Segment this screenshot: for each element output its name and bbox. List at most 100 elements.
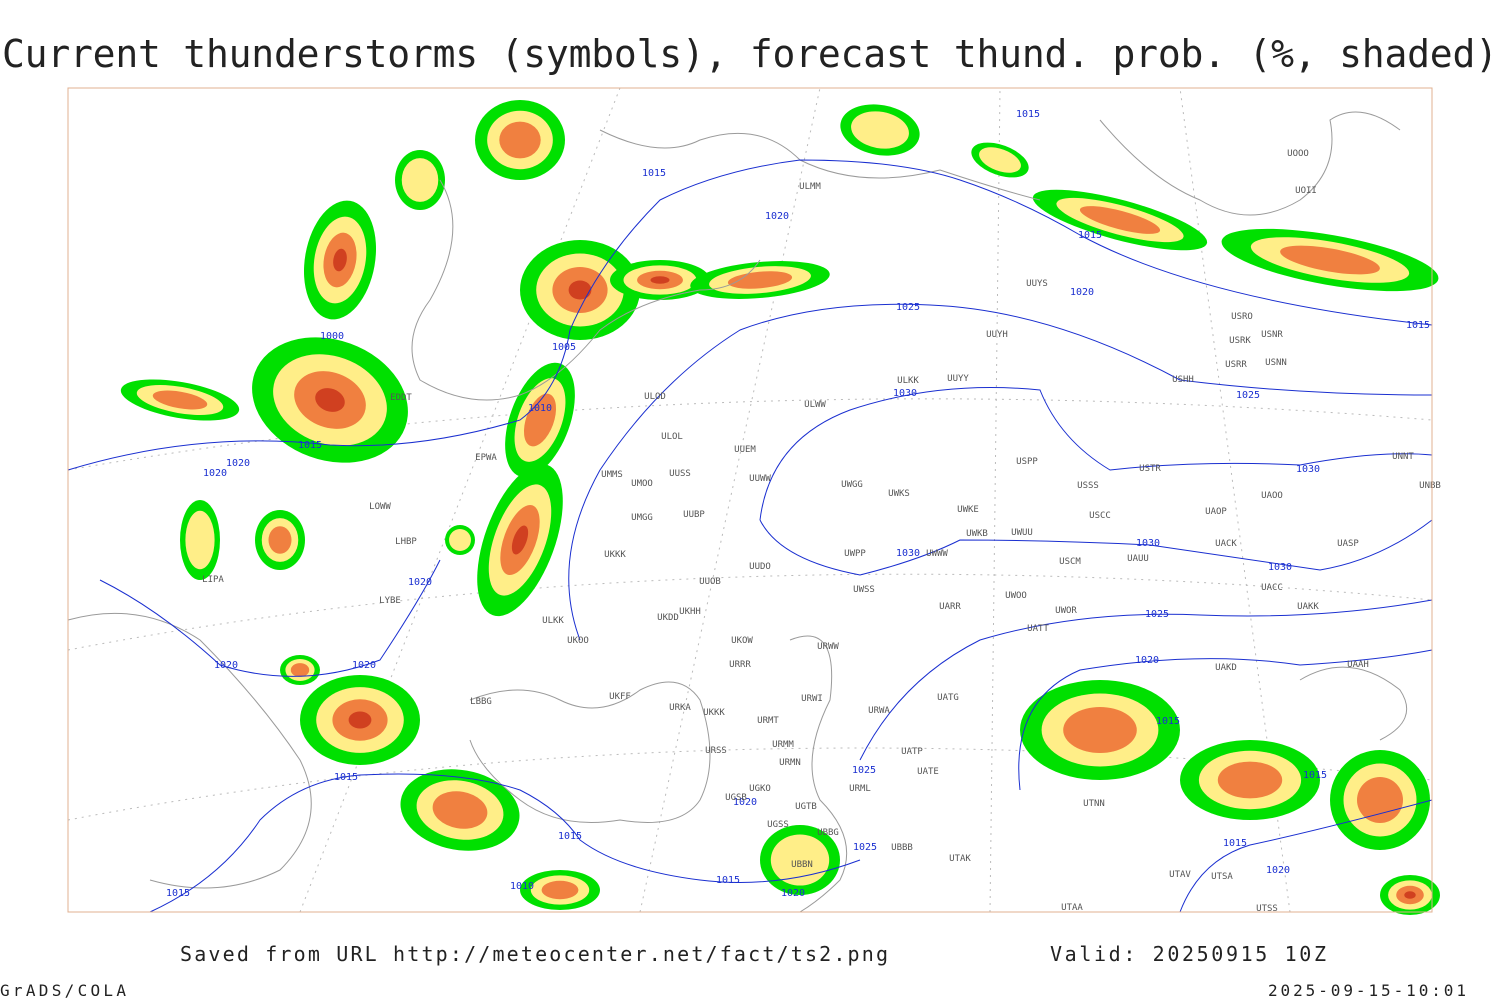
station-label: UKFF — [609, 692, 631, 702]
probability-area — [727, 271, 793, 289]
isobar-label: 1020 — [352, 660, 376, 671]
station-label: UUWW — [749, 474, 771, 484]
station-label: ULMM — [799, 182, 821, 192]
isobar-label: 1020 — [214, 660, 238, 671]
isobar-label: 1025 — [852, 765, 876, 776]
isobar-label: 1030 — [1296, 464, 1320, 475]
station-label: UATT — [1027, 624, 1049, 634]
station-label: UTAV — [1169, 870, 1191, 880]
station-label: UWKB — [966, 529, 988, 539]
coastline — [67, 612, 312, 889]
isobar-label: 1025 — [896, 302, 920, 313]
isobar-label: 1015 — [298, 440, 322, 451]
station-label: UUBP — [683, 510, 705, 520]
coastline — [469, 681, 711, 823]
station-label: UATG — [937, 693, 959, 703]
station-label: URMN — [779, 758, 801, 768]
station-label: LHBP — [395, 537, 417, 547]
isobar-label: 1015 — [1223, 838, 1247, 849]
probability-area — [315, 388, 345, 412]
isobar-label: 1020 — [203, 468, 227, 479]
station-label: UMMS — [601, 470, 623, 480]
isobar-label: 1020 — [781, 888, 805, 899]
coastline — [411, 179, 761, 401]
isobar-label: 1025 — [1145, 609, 1169, 620]
station-label: UAAH — [1347, 660, 1369, 670]
map-area: 1015 1015 1020 1015 1020 1025 1015 1000 1005 1010… — [67, 87, 1441, 915]
graticule-line — [989, 87, 1001, 913]
station-label: UKOW — [731, 636, 753, 646]
isobar — [67, 159, 1433, 471]
isobar-label: 1015 — [1303, 770, 1327, 781]
isobar — [99, 559, 441, 677]
isobar-label: 1015 — [166, 888, 190, 899]
station-label: UUYH — [986, 330, 1008, 340]
station-label: LYBE — [379, 596, 401, 606]
station-label: UUOB — [699, 577, 721, 587]
isobar-label: 1015 — [1078, 230, 1102, 241]
isobar-label: 1020 — [1070, 287, 1094, 298]
station-label: URRR — [729, 660, 751, 670]
graticule-line — [639, 87, 821, 913]
station-label: UKKK — [703, 708, 725, 718]
station-label: UAOO — [1261, 491, 1283, 501]
isobar — [1018, 649, 1433, 791]
map-frame — [67, 87, 1433, 913]
probability-area — [152, 390, 208, 410]
map-labels: 1015 1015 1020 1015 1020 1025 1015 1000 1005 1010… — [166, 109, 1441, 914]
station-label: UACK — [1215, 539, 1237, 549]
isobar — [759, 387, 1433, 521]
probability-area — [541, 880, 579, 900]
station-label: ULKK — [542, 616, 564, 626]
station-label: UATP — [901, 747, 923, 757]
station-label: UKHH — [679, 607, 701, 617]
isobar-label: 1020 — [408, 577, 432, 588]
station-label: URWW — [817, 642, 839, 652]
station-label: UWSS — [853, 585, 875, 595]
title: Current thunderstorms (symbols), forecas… — [2, 32, 1498, 76]
station-label: UBBG — [817, 828, 839, 838]
station-label: UAUU — [1127, 554, 1149, 564]
isobar — [1179, 799, 1433, 913]
station-label: URSS — [705, 746, 727, 756]
coastlines — [67, 111, 1408, 913]
probability-area — [449, 529, 471, 551]
probability-area — [1217, 761, 1283, 799]
isobar-label: 1030 — [1268, 562, 1292, 573]
isobar-label: 1015 — [1016, 109, 1040, 120]
probability-area — [568, 280, 592, 300]
station-label: USCM — [1059, 557, 1081, 567]
station-label: UWGG — [841, 480, 863, 490]
station-label: USNR — [1261, 330, 1283, 340]
coastline — [789, 635, 848, 913]
station-label: LOWW — [369, 502, 391, 512]
probability-area — [770, 834, 830, 886]
station-label: UWOO — [1005, 591, 1027, 601]
station-label: URMT — [757, 716, 779, 726]
station-label: UNNT — [1392, 452, 1414, 462]
station-label: UKOO — [567, 636, 589, 646]
station-label: USPP — [1016, 457, 1038, 467]
isobar-label: 1005 — [552, 342, 576, 353]
station-label: USCC — [1089, 511, 1111, 521]
station-label: EPWA — [475, 453, 497, 463]
station-label: UBBB — [891, 843, 913, 853]
station-label: LBBG — [470, 697, 492, 707]
isobar-label: 1030 — [1136, 538, 1160, 549]
isobar-label: 1025 — [1236, 390, 1260, 401]
graticule — [67, 87, 1433, 913]
station-label: URWA — [868, 706, 890, 716]
isobar-label: 1030 — [896, 548, 920, 559]
station-label: UUSS — [669, 469, 691, 479]
station-label: USRO — [1231, 312, 1253, 322]
station-label: UGTB — [795, 802, 817, 812]
station-label: USHH — [1172, 375, 1194, 385]
isobar-label: 1015 — [1156, 716, 1180, 727]
isobar-label: 1020 — [1266, 865, 1290, 876]
station-label: UOOO — [1287, 149, 1309, 159]
probability-area — [401, 158, 439, 202]
probability-area — [290, 663, 310, 677]
station-label: UUDO — [749, 562, 771, 572]
station-label: UAKD — [1215, 663, 1237, 673]
